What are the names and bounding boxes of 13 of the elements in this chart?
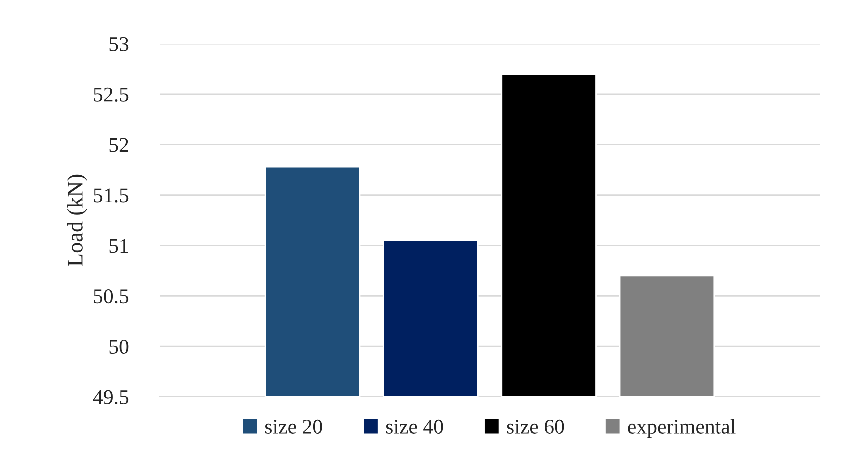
y-tick-label: 51 xyxy=(110,239,128,254)
legend-label: size 20 xyxy=(266,420,322,434)
legend-label: size 40 xyxy=(386,420,444,434)
y-tick-label: 53 xyxy=(110,37,129,52)
y-tick-label: 52 xyxy=(110,138,128,152)
legend-label: experimental xyxy=(628,419,736,438)
legend-label: size 60 xyxy=(507,420,564,434)
y-tick-label: 50 xyxy=(110,340,129,354)
y-tick-label: 49.5 xyxy=(93,390,129,405)
y-tick-label: 50.5 xyxy=(94,290,129,304)
y-tick-label: 51.5 xyxy=(94,188,129,203)
y-tick-label: 52.5 xyxy=(94,88,129,102)
y-axis-title: Load (kN) xyxy=(67,174,88,266)
